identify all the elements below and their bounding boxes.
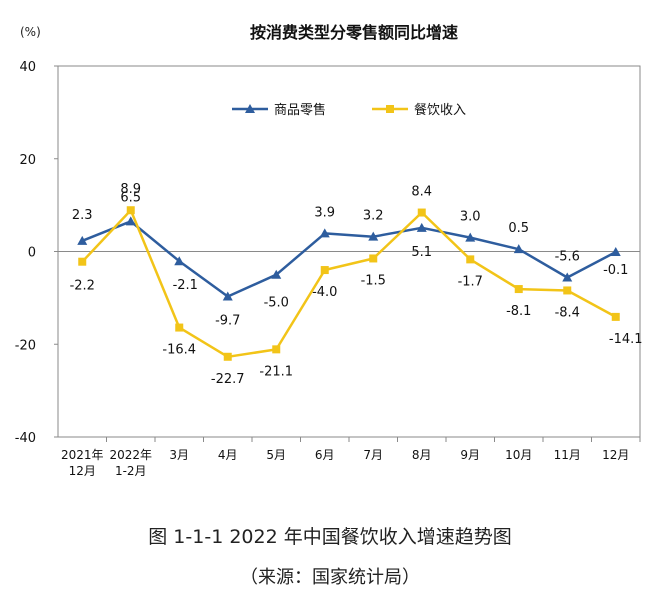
x-tick-label: 12月 [602, 448, 629, 462]
series-2-data-label: -22.7 [211, 372, 245, 387]
series-2-point [78, 257, 87, 266]
series-1-point [125, 216, 136, 226]
series-2-data-label: -1.5 [361, 273, 386, 288]
y-tick-label: 20 [19, 153, 36, 168]
legend-label-1: 商品零售 [274, 102, 326, 118]
x-tick-label: 5月 [266, 448, 286, 462]
series-1-data-label: -5.0 [264, 296, 289, 311]
figure-source: （来源：国家统计局） [240, 567, 420, 588]
series-2-data-label: -4.0 [312, 285, 337, 300]
legend-marker-1 [245, 104, 255, 113]
x-tick-label: 9月 [460, 448, 480, 462]
series-1-data-label: 5.1 [411, 245, 432, 260]
series-2-point [369, 254, 378, 263]
y-tick-label: -40 [15, 431, 36, 446]
series-2-data-label: -14.1 [609, 332, 643, 347]
series-1-point [465, 232, 476, 242]
series-2-point [175, 323, 184, 332]
series-2-data-label: 8.4 [411, 185, 432, 200]
figure-caption: 图 1-1-1 2022 年中国餐饮收入增速趋势图 [148, 526, 512, 548]
series-1-point [319, 228, 330, 238]
y-tick-label: 0 [28, 246, 36, 261]
series-1-data-label: 6.5 [120, 190, 141, 205]
series-2-point [514, 285, 523, 294]
series-2-data-label: -1.7 [458, 274, 483, 289]
series-1-point [77, 235, 88, 245]
x-tick-label: 10月 [505, 448, 532, 462]
x-tick-label: 2022年 [109, 448, 152, 462]
legend-label-2: 餐饮收入 [414, 102, 466, 118]
y-axis-unit-label: (%) [20, 25, 41, 39]
x-tick-label: 7月 [363, 448, 383, 462]
series-2-point [417, 208, 426, 217]
series-2-point [320, 266, 329, 275]
series-line-1 [81, 220, 617, 298]
series-1-point [271, 269, 282, 279]
legend-marker-2 [386, 105, 394, 113]
series-1-point [610, 246, 621, 256]
x-tick-label-line2: 1-2月 [115, 464, 147, 478]
x-tick-label: 11月 [554, 448, 581, 462]
series-2-data-label: -2.2 [70, 279, 95, 294]
y-tick-label: 40 [19, 60, 36, 75]
series-1-point [368, 231, 379, 241]
series-1-data-label: -9.7 [215, 313, 240, 328]
series-2-data-label: -16.4 [162, 343, 196, 358]
series-1-point [562, 272, 573, 282]
series-1-data-label: 3.0 [460, 210, 481, 225]
x-tick-label: 2021年 [61, 448, 104, 462]
x-tick-label: 3月 [169, 448, 189, 462]
y-tick-label: -20 [15, 338, 36, 353]
series-1-data-label: 0.5 [508, 221, 529, 236]
series-2-data-label: -8.1 [506, 304, 531, 319]
series-2-data-label: 8.9 [120, 182, 141, 197]
series-1-data-label: 2.3 [72, 208, 93, 223]
x-tick-label: 8月 [412, 448, 432, 462]
series-1-data-label: 3.2 [363, 209, 384, 224]
series-2-data-label: -21.1 [259, 364, 293, 379]
series-2-point [272, 345, 281, 354]
chart-title: 按消费类型分零售额同比增速 [250, 23, 458, 42]
x-tick-label: 6月 [315, 448, 335, 462]
x-tick-label: 4月 [218, 448, 238, 462]
series-2-point [611, 312, 620, 321]
series-1-point [174, 256, 185, 266]
series-1-point [416, 222, 427, 232]
series-1-data-label: -2.1 [173, 278, 198, 293]
series-2-point [466, 255, 475, 264]
series-1-data-label: 3.9 [314, 205, 335, 220]
series-1-point [513, 244, 524, 254]
series-1-data-label: -5.6 [555, 249, 580, 264]
series-2-data-label: -8.4 [555, 305, 580, 320]
series-1-point [222, 291, 233, 301]
series-2-point [563, 286, 572, 295]
x-tick-label-line2: 12月 [69, 464, 96, 478]
series-2-point [126, 206, 135, 215]
series-2-point [223, 352, 232, 361]
series-1-data-label: -0.1 [603, 263, 628, 278]
series-line-2 [81, 208, 617, 359]
